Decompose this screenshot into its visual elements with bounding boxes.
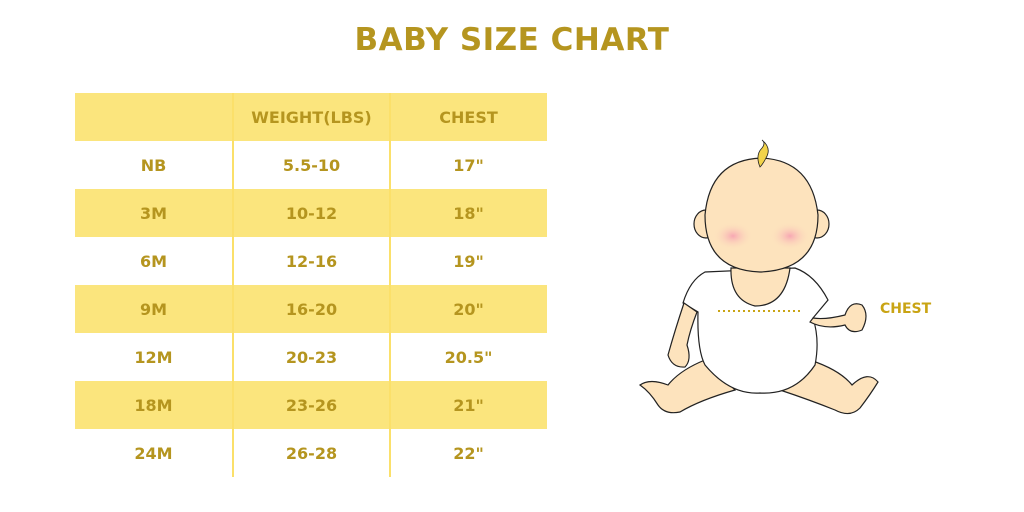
size-cell: 24M [134,443,173,463]
table-row: NB 5.5-10 17" [75,141,547,189]
weight-cell: 5.5-10 [232,141,389,189]
table-row: 3M 10-12 18" [75,189,547,237]
weight-cell: 26-28 [232,429,389,477]
size-cell: 12M [134,347,173,367]
table-header-row: WEIGHT(LBS) CHEST [75,93,547,141]
page-title: BABY SIZE CHART [354,22,670,58]
chest-cell: 20" [389,285,546,333]
header-weight: WEIGHT(LBS) [232,93,389,141]
table-row: 18M 23-26 21" [75,381,547,429]
size-table: WEIGHT(LBS) CHEST NB 5.5-10 17" 3M 10-12… [75,93,547,477]
table-row: 24M 26-28 22" [75,429,547,477]
hair-curl-icon [757,139,769,168]
size-cell: 9M [139,299,168,319]
chest-cell: 20.5" [389,333,546,381]
chest-cell: 17" [389,141,546,189]
weight-cell: 12-16 [232,237,389,285]
cheek-right [770,222,810,250]
weight-cell: 16-20 [232,285,389,333]
chest-cell: 18" [389,189,546,237]
chest-cell: 22" [389,429,546,477]
size-cell: 18M [134,395,173,415]
size-cell: NB [140,155,167,175]
cheek-left [713,222,753,250]
size-cell: 3M [139,203,168,223]
weight-cell: 20-23 [232,333,389,381]
header-chest: CHEST [389,93,546,141]
chest-cell: 21" [389,381,546,429]
weight-cell: 23-26 [232,381,389,429]
chest-label: CHEST [880,301,932,317]
table-row: 9M 16-20 20" [75,285,547,333]
size-cell: 6M [139,251,168,271]
table-row: 6M 12-16 19" [75,237,547,285]
chest-cell: 19" [389,237,546,285]
table-row: 12M 20-23 20.5" [75,333,547,381]
weight-cell: 10-12 [232,189,389,237]
